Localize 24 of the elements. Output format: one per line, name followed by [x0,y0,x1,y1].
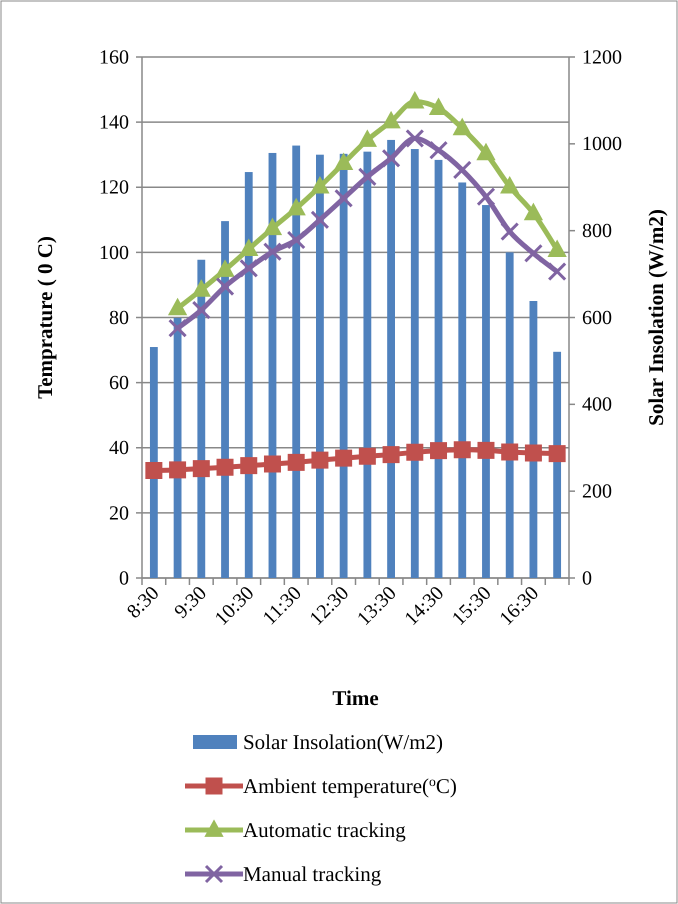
y-tick-label: 100 [99,242,129,264]
x-axis-title: Time [332,686,379,710]
y-tick-label: 40 [109,437,129,460]
legend-label: Manual tracking [243,862,382,886]
legend-label: Ambient temperature($^{o}$C) [243,774,457,798]
y-tick-label: 60 [109,372,129,394]
x-tick-label: 9:30 [170,582,211,623]
y-axis-title: Temprature ( 0 C) [33,236,57,399]
y-tick-label: 140 [99,112,129,134]
y-tick-label: 120 [99,176,129,199]
y2-axis-title: Solar Insolation (W/m2) [644,209,668,426]
y-tick-label: 160 [99,46,129,68]
y2-tick-label: 1000 [582,133,622,156]
y-tick-label: 80 [109,306,129,329]
y2-tick-label: 1200 [582,46,622,68]
y2-tick-label: 600 [582,306,612,329]
y2-tick-label: 400 [582,394,612,416]
legend-label: Solar Insolation(W/m2) [243,730,444,754]
legend-label: Automatic tracking [243,818,406,842]
y2-tick-label: 200 [582,480,612,503]
y-tick-label: 20 [109,502,129,524]
y-tick-label: 0 [119,567,129,590]
y2-tick-label: 800 [582,220,612,242]
y2-tick-label: 0 [582,567,592,590]
